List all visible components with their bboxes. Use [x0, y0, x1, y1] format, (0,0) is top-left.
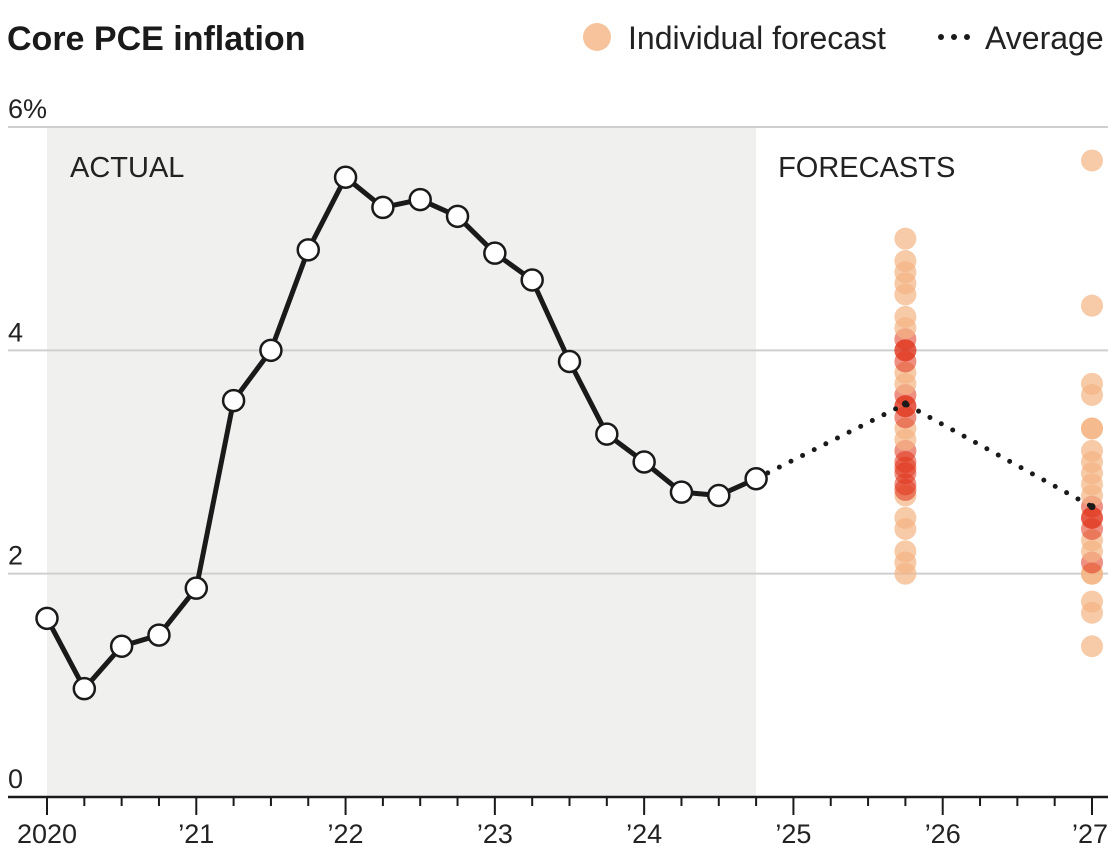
actual-point [221, 388, 246, 413]
x-tick-label: ’23 [477, 819, 513, 849]
actual-point [669, 480, 694, 504]
forecast-dot [1081, 635, 1103, 658]
forecast-dot [894, 227, 917, 250]
x-tick-label: ’25 [775, 819, 811, 849]
legend-average-label: Average [985, 20, 1104, 56]
y-tick-label: 4 [8, 317, 23, 347]
forecast-region-label: FORECASTS [778, 152, 955, 184]
grid-lines [8, 126, 1108, 575]
actual-point [483, 241, 507, 265]
average-line [753, 401, 1095, 510]
y-tick-label: 0 [8, 764, 23, 794]
y-tick-label: 6% [8, 94, 47, 124]
y-tick-label: 2 [8, 541, 23, 571]
x-axis: 2020 ’21 ’22 ’23 ’24 ’25 ’26 ’27 [8, 795, 1108, 849]
forecast-dot [894, 506, 917, 529]
actual-point [72, 676, 97, 701]
forecast-dot [1081, 439, 1103, 462]
actual-point [744, 467, 768, 491]
actual-series [35, 165, 768, 701]
average-point [901, 400, 909, 408]
forecast-dot [1081, 294, 1103, 317]
actual-point [296, 238, 320, 262]
x-tick-label: 2020 [17, 819, 77, 849]
actual-region-label: ACTUAL [70, 152, 184, 184]
legend: Individual forecast Average [583, 20, 1104, 56]
x-tick-label: ’22 [328, 819, 364, 849]
legend-average-swatch [938, 34, 970, 40]
legend-forecast-label: Individual forecast [628, 20, 886, 56]
x-tick-label: ’27 [1072, 819, 1108, 849]
forecast-dot [1081, 372, 1103, 395]
actual-point [557, 349, 582, 374]
x-tick-label: ’21 [178, 819, 214, 849]
average-series [753, 400, 1096, 511]
average-point [1088, 503, 1096, 511]
actual-point [632, 450, 656, 474]
actual-point [333, 165, 358, 189]
actual-point [147, 623, 171, 647]
forecast-dot [1081, 590, 1103, 613]
actual-point [595, 422, 619, 446]
actual-point [371, 195, 395, 220]
forecast-dots [894, 149, 1103, 658]
forecast-dot [1081, 417, 1103, 440]
legend-forecast-swatch [583, 23, 611, 51]
x-tick-label: ’24 [626, 819, 662, 849]
forecast-dot [894, 305, 917, 328]
actual-point [35, 606, 59, 631]
actual-point [408, 187, 432, 212]
actual-point [109, 634, 134, 658]
actual-point [707, 483, 731, 508]
actual-point [259, 338, 283, 363]
forecast-dot [894, 250, 917, 272]
actual-point [520, 268, 544, 292]
forecast-dot [1081, 149, 1103, 172]
actual-point [184, 576, 209, 600]
x-tick-label: ’26 [925, 819, 961, 849]
forecast-dot [894, 540, 917, 563]
actual-point [445, 204, 470, 229]
chart-title: Core PCE inflation [7, 20, 305, 58]
y-axis-ticks: 0 2 4 6% [8, 94, 47, 794]
